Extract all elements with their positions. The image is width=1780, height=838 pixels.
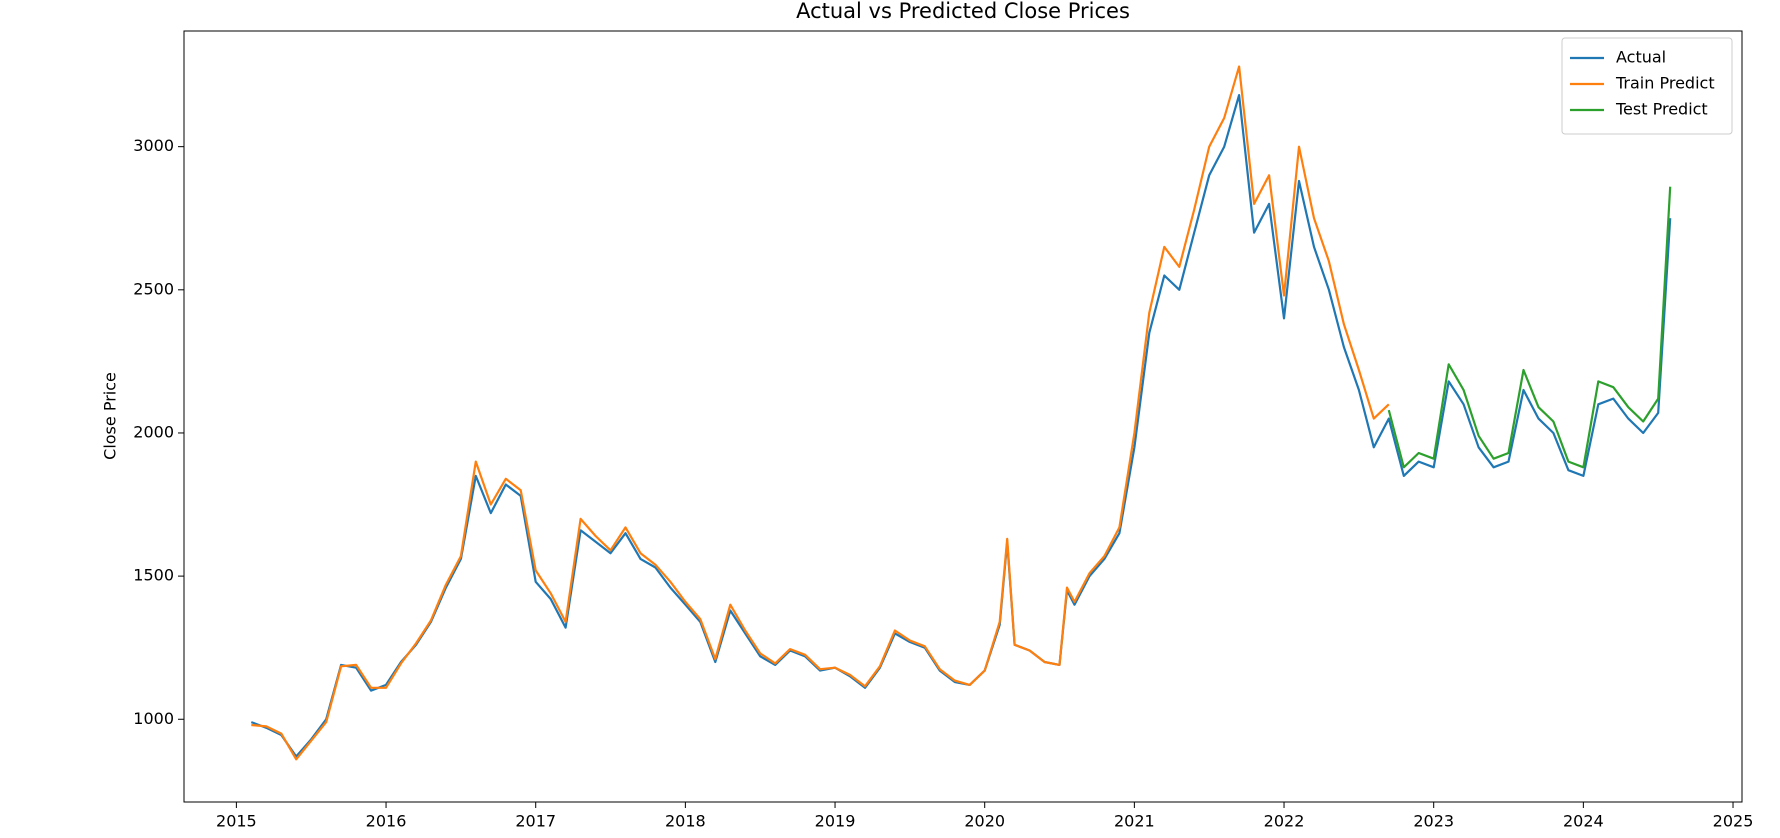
y-tick-label: 2000 (133, 422, 174, 441)
x-tick-label: 2017 (515, 812, 556, 831)
y-tick-label: 3000 (133, 136, 174, 155)
legend-label: Train Predict (1615, 74, 1715, 93)
y-tick-label: 1000 (133, 709, 174, 728)
series-line (251, 65, 1390, 761)
x-tick-label: 2022 (1264, 812, 1305, 831)
x-tick-label: 2023 (1413, 812, 1454, 831)
series-line (250, 94, 1672, 758)
x-tick-label: 2018 (665, 812, 706, 831)
x-tick-label: 2024 (1563, 812, 1604, 831)
y-tick-label: 1500 (133, 566, 174, 585)
legend-label: Actual (1616, 48, 1666, 67)
y-tick-label: 2500 (133, 279, 174, 298)
x-tick-label: 2019 (815, 812, 856, 831)
chart-title: Actual vs Predicted Close Prices (796, 0, 1130, 23)
x-tick-label: 2016 (366, 812, 407, 831)
legend-box (1561, 37, 1733, 135)
x-tick-label: 2015 (216, 812, 257, 831)
x-tick-label: 2025 (1713, 812, 1754, 831)
y-axis-label: Close Price (101, 372, 120, 460)
plot-frame (183, 30, 1743, 803)
x-tick-label: 2020 (964, 812, 1005, 831)
x-tick-label: 2021 (1114, 812, 1155, 831)
series-line (1387, 186, 1672, 469)
legend-label: Test Predict (1615, 100, 1708, 119)
